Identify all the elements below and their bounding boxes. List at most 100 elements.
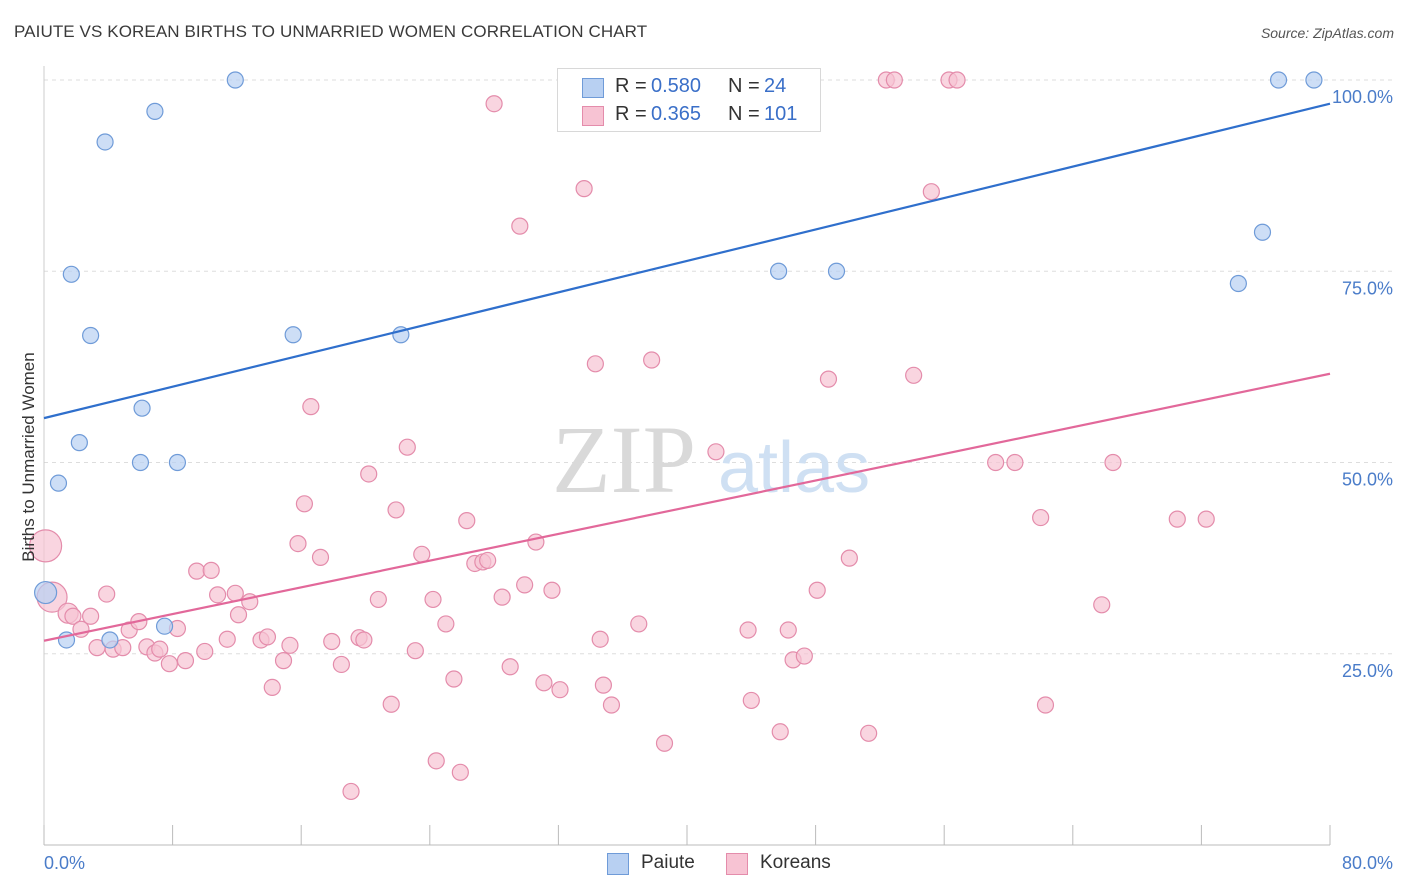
gridlines	[44, 79, 1394, 655]
korean-point	[311, 548, 330, 566]
y-tick-label-75: 75.0%	[1342, 278, 1393, 298]
korean-point	[302, 398, 320, 416]
korean-point	[808, 581, 826, 599]
paiute-trend-line	[43, 102, 1331, 420]
korean-point	[360, 465, 378, 483]
korean-point	[602, 696, 621, 714]
korean-point	[630, 615, 648, 633]
r-label: R =	[615, 75, 647, 97]
paiute-point	[49, 474, 68, 492]
korean-point	[840, 549, 858, 567]
korean-point	[779, 621, 797, 639]
paiute-point	[168, 453, 187, 472]
paiute-point	[770, 262, 788, 280]
korean-trend-line	[43, 372, 1331, 642]
korean-point	[591, 630, 609, 648]
korean-point	[98, 585, 116, 603]
y-tick-label-25: 25.0%	[1342, 661, 1393, 681]
korean-point	[229, 606, 248, 624]
koreans-swatch	[582, 106, 604, 126]
korean-point	[29, 529, 63, 563]
korean-point	[258, 628, 277, 646]
korean-point	[1197, 510, 1215, 528]
x-tick-label-min: 0.0%	[44, 853, 85, 873]
korean-point	[355, 631, 373, 649]
paiute-legend-swatch	[607, 853, 629, 875]
paiute-point	[70, 434, 88, 452]
korean-point	[586, 355, 604, 373]
paiute-swatch	[582, 78, 604, 98]
korean-point	[1104, 453, 1122, 472]
korean-point	[82, 607, 100, 625]
korean-point	[209, 586, 227, 604]
korean-point	[382, 695, 400, 713]
korean-point	[1093, 596, 1111, 614]
paiute-point	[101, 631, 119, 649]
korean-point	[1036, 696, 1055, 714]
korean-point	[281, 636, 299, 654]
korean-point	[543, 581, 561, 599]
korean-point	[451, 763, 469, 781]
korean-point	[707, 443, 725, 461]
korean-point	[739, 621, 757, 639]
korean-point	[295, 495, 314, 513]
paiute-point	[82, 326, 100, 345]
korean-point	[114, 639, 132, 657]
korean-point	[493, 588, 511, 606]
koreans-r-value: 0.365	[651, 103, 702, 125]
paiute-r-value: 0.580	[651, 75, 702, 97]
korean-point	[948, 71, 966, 89]
korean-point	[819, 370, 838, 388]
korean-point	[160, 655, 178, 673]
n-label: N =	[728, 75, 760, 97]
korean-point	[643, 351, 661, 369]
korean-point	[551, 681, 569, 699]
korean-point	[860, 724, 878, 742]
korean-point	[176, 652, 195, 670]
korean-point	[535, 674, 553, 692]
korean-point	[905, 366, 923, 384]
korean-point	[424, 590, 442, 609]
korean-point	[575, 180, 593, 198]
korean-point	[987, 453, 1005, 472]
korean-point	[742, 691, 760, 710]
r-label: R =	[615, 103, 647, 125]
paiute-point	[133, 399, 151, 417]
korean-point	[501, 658, 519, 676]
korean-point	[427, 752, 445, 770]
n-label: N =	[728, 103, 760, 125]
korean-point	[398, 438, 416, 456]
korean-point	[922, 183, 940, 201]
paiute-point	[226, 71, 244, 89]
paiute-point	[62, 265, 80, 283]
paiute-point	[1253, 223, 1272, 241]
korean-point	[445, 670, 463, 688]
korean-point	[1168, 510, 1186, 528]
paiute-point	[284, 326, 302, 344]
paiute-point	[34, 580, 58, 605]
korean-point	[1032, 508, 1050, 527]
paiute-point	[131, 453, 150, 472]
korean-points	[29, 71, 1215, 801]
paiute-n-value: 24	[764, 75, 787, 97]
korean-point	[289, 534, 307, 553]
paiute-points	[34, 71, 1323, 649]
koreans-legend-label: Koreans	[760, 852, 831, 873]
korean-point	[413, 545, 431, 563]
x-tick-label-max: 80.0%	[1342, 853, 1393, 873]
koreans-n-value: 101	[764, 103, 798, 125]
korean-point	[151, 640, 169, 658]
chart-title: PAIUTE VS KOREAN BIRTHS TO UNMARRIED WOM…	[14, 22, 648, 41]
y-tick-label-50: 50.0%	[1342, 470, 1393, 490]
korean-point	[387, 501, 405, 519]
korean-point	[458, 512, 476, 530]
korean-point	[406, 642, 424, 660]
korean-point	[263, 678, 281, 697]
korean-point	[655, 734, 674, 752]
stats-legend: R = 0.580 N = 24 R = 0.365 N = 101	[557, 68, 821, 132]
axes	[43, 66, 1331, 846]
korean-point	[479, 551, 497, 570]
koreans-legend-swatch	[726, 853, 748, 875]
paiute-point	[155, 617, 174, 635]
korean-point	[218, 630, 236, 648]
